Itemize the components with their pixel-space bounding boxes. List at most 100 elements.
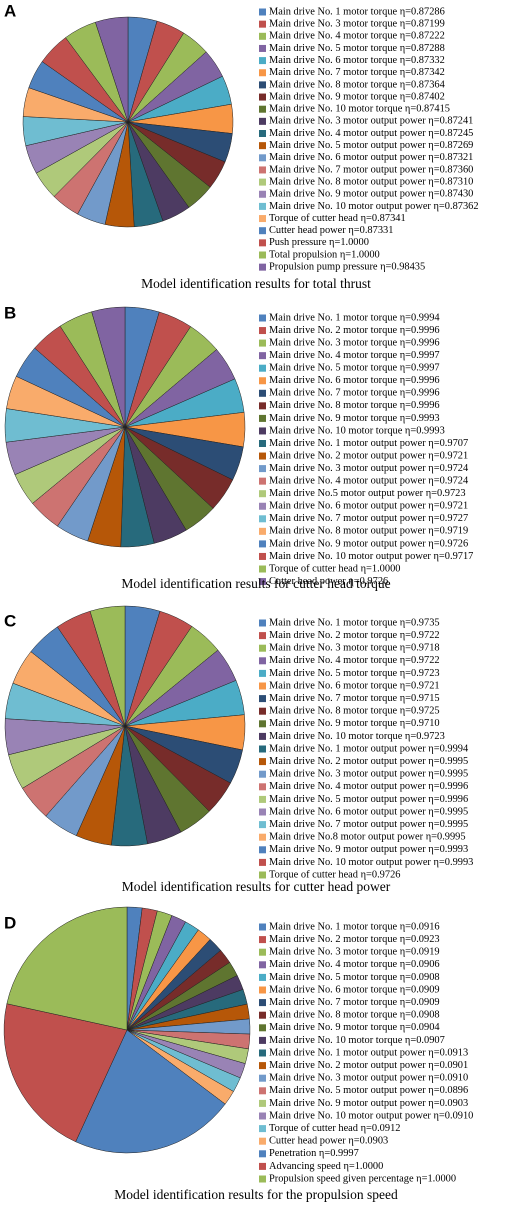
legend-entry: Main drive No. 9 motor torque η=0.9710 xyxy=(269,718,440,729)
legend-swatch xyxy=(259,502,266,510)
legend-swatch xyxy=(259,871,266,879)
legend-swatch xyxy=(259,565,266,573)
caption: Model identification results for total t… xyxy=(141,276,371,291)
legend-swatch xyxy=(259,821,266,829)
legend-swatch xyxy=(259,948,266,956)
legend-entry: Main drive No. 9 motor torque η=0.0904 xyxy=(269,1022,440,1033)
legend-entry: Main drive No. 4 motor torque η=0.9997 xyxy=(269,350,440,361)
legend-swatch xyxy=(259,339,266,347)
legend-swatch xyxy=(259,1112,266,1120)
legend-swatch xyxy=(259,745,266,753)
legend-entry: Main drive No. 10 motor torque η=0.9723 xyxy=(269,731,445,742)
legend-swatch xyxy=(259,130,266,137)
legend-entry: Main drive No. 2 motor torque η=0.9996 xyxy=(269,325,440,336)
legend-swatch xyxy=(259,999,266,1007)
legend-swatch xyxy=(259,644,266,652)
caption: Model identification results for cutter … xyxy=(121,576,390,591)
legend-entry: Propulsion speed given percentage η=1.00… xyxy=(269,1173,456,1184)
legend-swatch xyxy=(259,465,266,473)
legend-swatch xyxy=(259,1150,266,1158)
legend-swatch xyxy=(259,81,266,89)
legend-swatch xyxy=(259,669,266,677)
legend-swatch xyxy=(259,858,266,866)
legend-swatch xyxy=(259,923,266,931)
legend-entry: Main drive No. 5 motor torque η=0.87288 xyxy=(269,43,445,54)
legend-entry: Total propulsion η=1.0000 xyxy=(269,249,380,260)
legend-swatch xyxy=(259,695,266,703)
legend-entry: Main drive No. 9 motor output power η=0.… xyxy=(269,1098,468,1109)
legend-swatch xyxy=(259,578,266,586)
legend-swatch xyxy=(259,202,266,210)
legend-entry: Main drive No. 5 motor output power η=0.… xyxy=(269,1085,468,1096)
legend-entry: Main drive No. 10 motor output power η=0… xyxy=(269,551,473,562)
legend-swatch xyxy=(259,227,266,235)
legend-entry: Main drive No. 9 motor torque η=0.87402 xyxy=(269,91,445,102)
legend-entry: Main drive No. 2 motor output power η=0.… xyxy=(269,756,468,767)
legend-swatch xyxy=(259,795,266,803)
legend-swatch xyxy=(259,32,266,40)
legend-entry: Main drive No. 6 motor torque η=0.0909 xyxy=(269,984,440,995)
legend-swatch xyxy=(259,732,266,740)
legend-swatch xyxy=(259,1036,266,1044)
legend-entry: Main drive No. 6 motor torque η=0.9996 xyxy=(269,375,440,386)
legend-entry: Main drive No. 10 motor torque η=0.0907 xyxy=(269,1035,445,1046)
panel-label: A xyxy=(4,1,16,20)
legend-entry: Main drive No. 6 motor output power η=0.… xyxy=(269,806,468,817)
legend-entry: Main drive No. 1 motor output power η=0.… xyxy=(269,1047,468,1058)
legend-entry: Main drive No. 3 motor torque η=0.87199 xyxy=(269,19,445,30)
legend-swatch xyxy=(259,190,266,198)
legend-entry: Main drive No. 4 motor output power η=0.… xyxy=(269,128,473,139)
legend-swatch xyxy=(259,846,266,854)
legend-entry: Main drive No. 7 motor torque η=0.87342 xyxy=(269,67,445,78)
legend-entry: Main drive No. 4 motor torque η=0.0906 xyxy=(269,959,440,970)
legend-entry: Cutter head power η=0.0903 xyxy=(269,1136,388,1147)
legend-swatch xyxy=(259,452,266,460)
legend-swatch xyxy=(259,527,266,535)
legend-entry: Main drive No. 1 motor output power η=0.… xyxy=(269,743,469,754)
legend-entry: Main drive No. 8 motor torque η=0.9725 xyxy=(269,706,440,717)
legend-swatch xyxy=(259,93,266,101)
legend-swatch xyxy=(259,44,266,52)
legend-entry: Main drive No. 5 motor torque η=0.9997 xyxy=(269,363,440,374)
pie-slice xyxy=(91,306,126,428)
legend-entry: Main drive No. 2 motor output power η=0.… xyxy=(269,1060,468,1071)
legend-swatch xyxy=(259,1099,266,1107)
legend-swatch xyxy=(259,8,266,16)
legend-swatch xyxy=(259,783,266,791)
legend-entry: Main drive No. 6 motor torque η=0.9721 xyxy=(269,680,440,691)
legend-swatch xyxy=(259,57,266,65)
legend-swatch xyxy=(259,540,266,548)
legend-entry: Main drive No. 9 motor torque η=0.9993 xyxy=(269,413,440,424)
legend-swatch xyxy=(259,936,266,944)
legend-entry: Main drive No. 3 motor output power η=0.… xyxy=(269,769,468,780)
legend-entry: Main drive No. 4 motor output power η=0.… xyxy=(269,781,468,792)
legend-entry: Torque of cutter head η=1.0000 xyxy=(269,563,400,574)
legend-swatch xyxy=(259,364,266,372)
legend-entry: Main drive No. 7 motor output power η=0.… xyxy=(269,164,473,175)
legend-swatch xyxy=(259,178,266,186)
legend-entry: Main drive No.5 motor output power η=0.9… xyxy=(269,488,466,499)
legend-entry: Advancing speed η=1.0000 xyxy=(269,1161,383,1172)
legend-entry: Main drive No. 7 motor torque η=0.9715 xyxy=(269,693,440,704)
legend-entry: Main drive No. 3 motor output power η=0.… xyxy=(269,1073,468,1084)
caption: Model identification results for cutter … xyxy=(122,879,391,894)
legend-swatch xyxy=(259,352,266,360)
legend-swatch xyxy=(259,327,266,335)
legend-swatch xyxy=(259,389,266,397)
pie-slice xyxy=(95,16,129,123)
legend-entry: Main drive No. 9 motor output power η=0.… xyxy=(269,189,473,200)
caption: Model identification results for the pro… xyxy=(114,1187,398,1202)
legend-swatch xyxy=(259,1137,266,1145)
panel-label: D xyxy=(4,913,16,932)
legend-swatch xyxy=(259,1074,266,1082)
legend-entry: Main drive No. 1 motor torque η=0.87286 xyxy=(269,6,445,17)
legend-entry: Main drive No. 8 motor output power η=0.… xyxy=(269,176,473,187)
legend-swatch xyxy=(259,1011,266,1019)
legend-swatch xyxy=(259,239,266,247)
legend-entry: Main drive No. 6 motor output power η=0.… xyxy=(269,152,473,163)
legend-swatch xyxy=(259,1049,266,1057)
legend-swatch xyxy=(259,377,266,385)
legend-entry: Main drive No. 3 motor output power η=0.… xyxy=(269,463,469,474)
legend-swatch xyxy=(259,707,266,715)
legend-swatch xyxy=(259,1087,266,1095)
